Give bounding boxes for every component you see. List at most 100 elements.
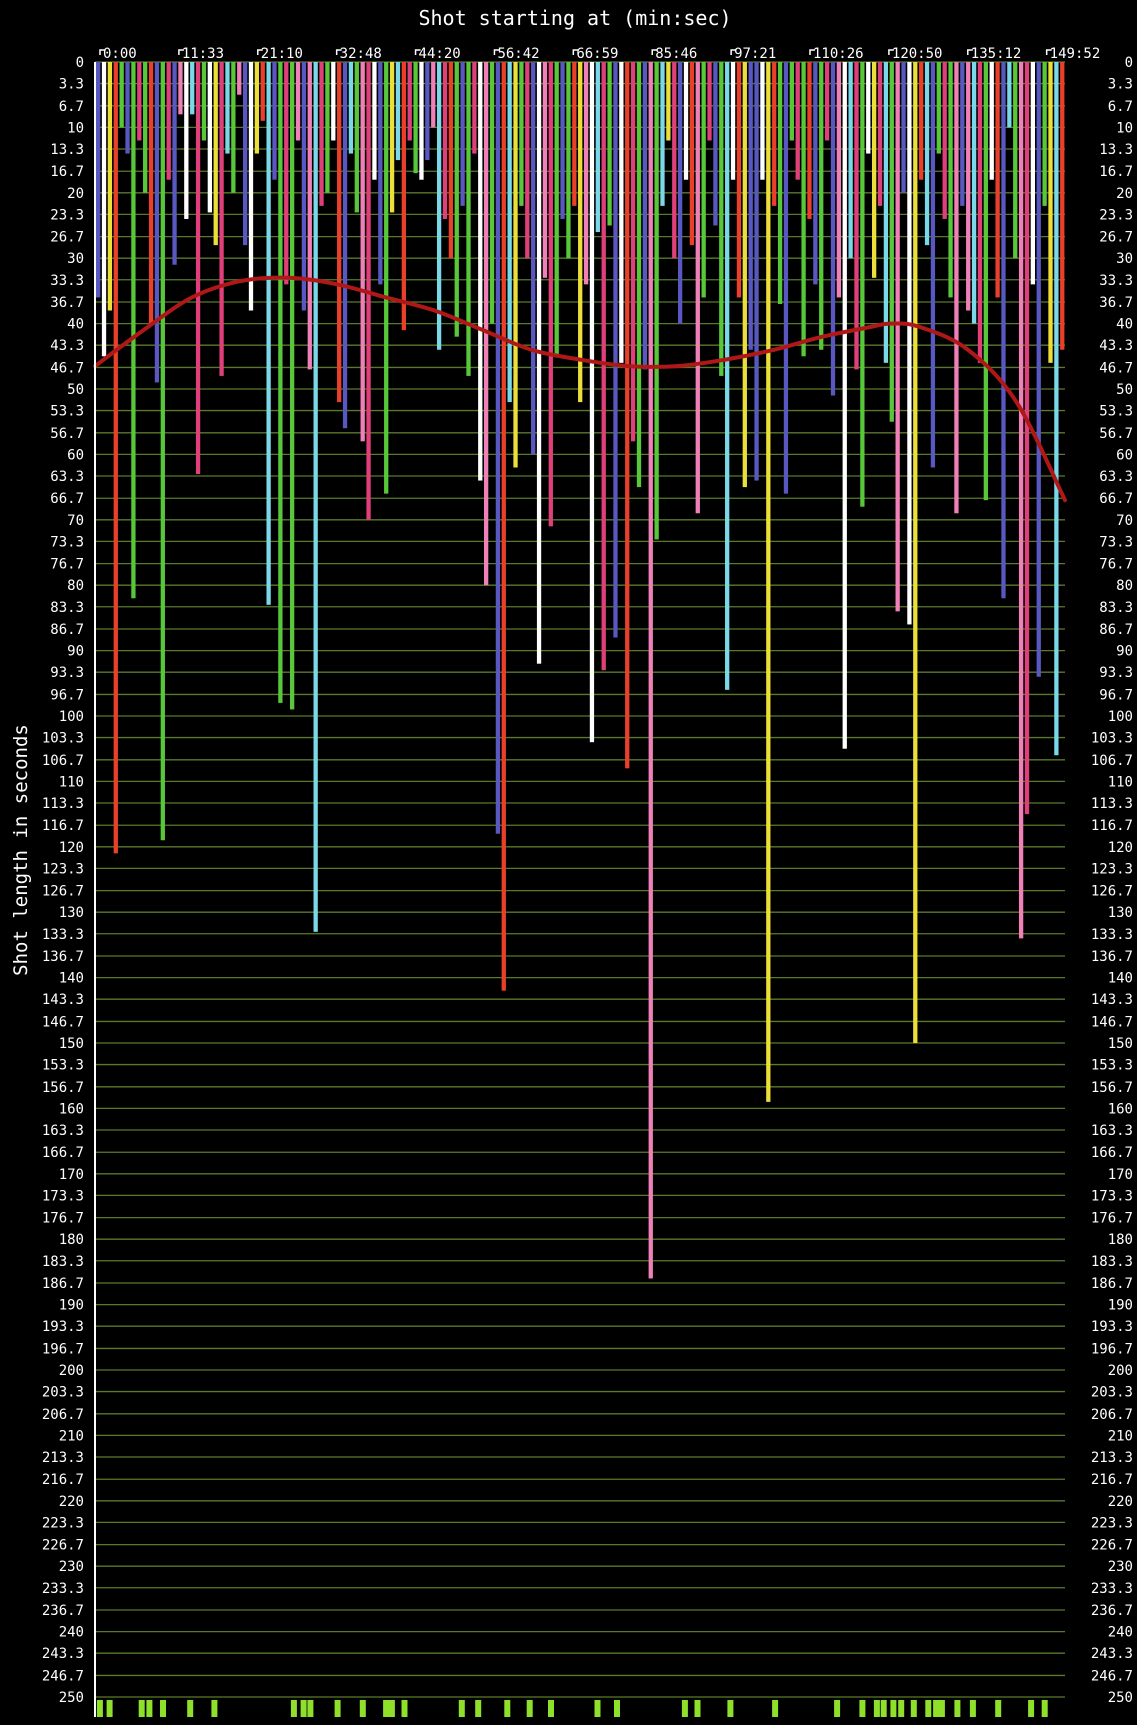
- cut-marker: [681, 1700, 688, 1717]
- cut-marker: [925, 1700, 932, 1717]
- shot-bar: [272, 62, 277, 180]
- shot-bar: [695, 62, 700, 514]
- y-tick-label-left: 80: [67, 578, 84, 594]
- shot-bar: [319, 62, 324, 206]
- x-tick-label: 149:52: [1050, 46, 1101, 62]
- shot-bar: [625, 62, 630, 769]
- shot-bar: [877, 62, 883, 206]
- shot-bar: [930, 62, 936, 468]
- shot-bar: [554, 62, 559, 357]
- y-tick-label-left: 186.7: [42, 1276, 84, 1292]
- y-tick-label-left: 96.7: [50, 687, 84, 703]
- y-tick-label-right: 86.7: [1099, 622, 1133, 638]
- shot-bar: [184, 62, 189, 219]
- cut-marker: [383, 1700, 390, 1717]
- shot-bar: [1060, 62, 1065, 350]
- y-tick-label-right: 0: [1125, 55, 1133, 71]
- cut-marker: [938, 1700, 945, 1717]
- shot-bar: [395, 62, 401, 161]
- y-tick-label-left: 116.7: [42, 818, 84, 834]
- y-tick-label-left: 216.7: [42, 1472, 84, 1488]
- shot-bar: [384, 62, 389, 494]
- x-tick-mark: [335, 49, 342, 55]
- shot-bar: [389, 62, 395, 213]
- shot-bar: [478, 62, 483, 481]
- shot-bar: [772, 62, 777, 206]
- y-tick-label-left: 46.7: [50, 360, 84, 376]
- y-tick-label-left: 73.3: [50, 534, 84, 550]
- shot-bar: [143, 62, 148, 193]
- y-tick-label-right: 80: [1116, 578, 1133, 594]
- shot-bar: [689, 62, 695, 246]
- y-tick-label-left: 203.3: [42, 1385, 84, 1401]
- shot-bar: [960, 62, 965, 206]
- shot-bar: [284, 62, 289, 285]
- y-tick-label-left: 93.3: [50, 665, 84, 681]
- y-tick-label-right: 180: [1108, 1232, 1133, 1248]
- shot-bar: [278, 62, 283, 703]
- shot-bar: [966, 62, 971, 311]
- shot-bar: [125, 62, 130, 154]
- cut-marker: [834, 1700, 841, 1717]
- shot-bar: [578, 62, 583, 403]
- shot-bar: [619, 62, 624, 363]
- y-tick-label-left: 106.7: [42, 753, 84, 769]
- x-tick-mark: [178, 49, 184, 55]
- y-tick-label-left: 103.3: [42, 731, 84, 747]
- cut-marker: [475, 1700, 482, 1717]
- cut-marker: [859, 1700, 866, 1717]
- shot-bar: [795, 62, 800, 180]
- y-tick-label-left: 16.7: [50, 164, 84, 180]
- shot-bar: [113, 62, 118, 854]
- y-tick-label-right: 220: [1108, 1494, 1133, 1510]
- y-tick-label-right: 103.3: [1091, 731, 1133, 747]
- y-tick-label-left: 166.7: [42, 1145, 84, 1161]
- y-tick-label-right: 153.3: [1091, 1058, 1133, 1074]
- y-tick-label-left: 206.7: [42, 1407, 84, 1423]
- shot-bar: [201, 62, 207, 141]
- x-tick-mark: [967, 49, 973, 55]
- shot-bar: [971, 62, 977, 324]
- shot-bar: [107, 62, 113, 311]
- cut-marker: [138, 1700, 145, 1717]
- y-tick-label-left: 173.3: [42, 1188, 84, 1204]
- x-tick-label: 11:33: [182, 46, 224, 62]
- shot-bar: [607, 62, 612, 226]
- shot-bar: [1054, 62, 1059, 756]
- y-tick-label-left: 156.7: [42, 1080, 84, 1096]
- cut-marker: [359, 1700, 366, 1717]
- shot-bar: [595, 62, 600, 233]
- shot-bar: [642, 62, 648, 370]
- shot-bar: [754, 62, 759, 481]
- shot-bar: [513, 62, 518, 468]
- y-tick-label-left: 110: [59, 774, 84, 790]
- y-tick-label-right: 136.7: [1091, 949, 1133, 965]
- cut-marker: [995, 1700, 1002, 1717]
- y-tick-label-right: 6.7: [1108, 99, 1133, 115]
- shot-bar: [536, 62, 542, 664]
- shot-bar: [648, 62, 653, 1279]
- shot-bar: [883, 62, 889, 363]
- shot-bar: [96, 62, 101, 298]
- shot-bar: [572, 62, 577, 206]
- y-tick-label-left: 66.7: [50, 491, 84, 507]
- shot-bar: [819, 62, 824, 350]
- shot-bar: [425, 62, 430, 161]
- shot-bar: [195, 62, 201, 475]
- shot-bar: [242, 62, 248, 246]
- cut-marker: [160, 1700, 166, 1717]
- cut-marker: [727, 1700, 734, 1717]
- y-tick-label-right: 133.3: [1091, 927, 1133, 943]
- shot-bar: [307, 62, 312, 370]
- y-tick-label-left: 130: [59, 905, 84, 921]
- x-tick-label: 97:21: [734, 46, 776, 62]
- shot-bar: [148, 62, 154, 324]
- y-tick-label-left: 83.3: [50, 600, 84, 616]
- y-tick-label-left: 40: [67, 317, 84, 333]
- x-tick-labels: 0:00 11:33 21:10 32:48 44:20 56:42 66:59 85:46 9…: [99, 46, 1101, 62]
- y-tick-label-right: 240: [1108, 1625, 1133, 1641]
- y-tick-label-left: 146.7: [42, 1014, 84, 1030]
- shot-bar: [225, 62, 230, 154]
- cut-marker: [300, 1700, 307, 1717]
- y-tick-label-right: 200: [1108, 1363, 1133, 1379]
